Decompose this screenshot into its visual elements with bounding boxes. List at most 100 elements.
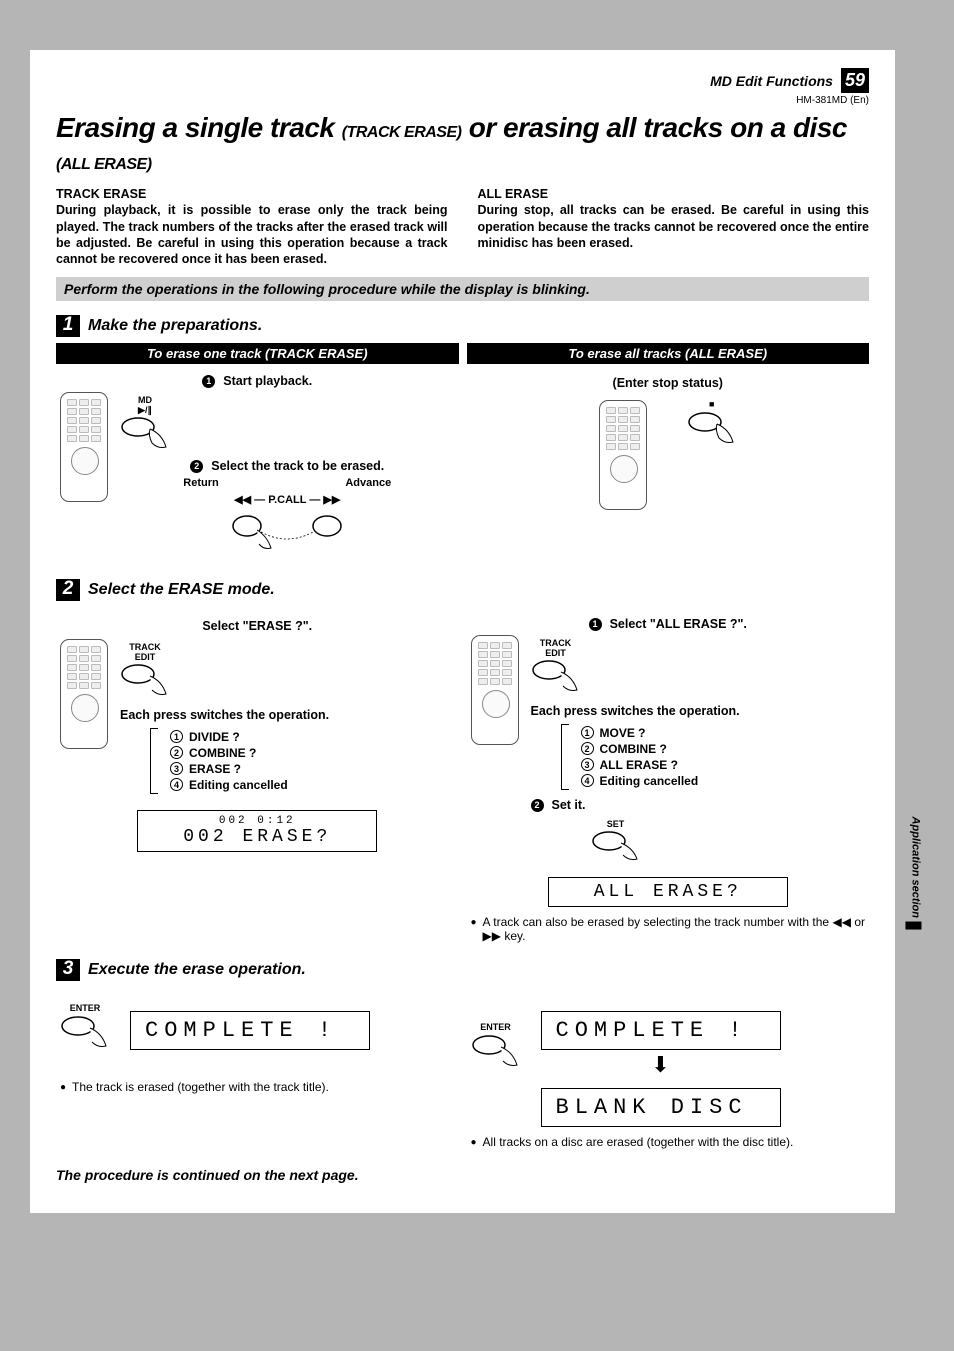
remote-icon xyxy=(60,392,108,502)
step3-left-note: ● The track is erased (together with the… xyxy=(60,1080,455,1094)
step3-right-note-text: All tracks on a disc are erased (togethe… xyxy=(483,1135,794,1149)
stop-button: ■ xyxy=(687,400,737,445)
bullet-2: 2 xyxy=(531,799,544,812)
down-arrow-icon: ⬇ xyxy=(541,1052,781,1078)
op-combine: COMBINE ? xyxy=(189,746,256,760)
step1-title: Make the preparations. xyxy=(88,317,262,335)
intro-left-body: During playback, it is possible to erase… xyxy=(56,203,448,266)
step1-right: (Enter stop status) ■ xyxy=(467,364,870,563)
enter-button: ENTER xyxy=(60,1004,110,1049)
set-it-label: Set it. xyxy=(552,798,586,812)
step1-body: 1 Start playback. MD ▶/∥ 2 Select the trac… xyxy=(56,364,869,563)
step3-head: 3 Execute the erase operation. xyxy=(56,959,869,981)
bullet-2: 2 xyxy=(190,460,203,473)
pcall-bar: ◀◀ — P.CALL — ▶▶ xyxy=(120,493,455,506)
track-edit-label: TRACK EDIT xyxy=(129,643,161,662)
op-all-erase: ALL ERASE ? xyxy=(600,758,678,772)
switch-label-right: Each press switches the operation. xyxy=(531,704,866,718)
lcd-row1: 002 0:12 xyxy=(148,815,366,827)
step3-title: Execute the erase operation. xyxy=(88,961,306,979)
step2-number: 2 xyxy=(56,579,80,601)
intro-right-body: During stop, all tracks can be erased. B… xyxy=(478,203,870,250)
title-part1: Erasing a single track xyxy=(56,112,334,143)
lcd-display-left: 002 0:12 002 ERASE? xyxy=(137,810,377,852)
switch-label-left: Each press switches the operation. xyxy=(120,708,455,722)
remote-icon xyxy=(471,635,519,745)
return-label: Return xyxy=(183,477,218,489)
step2-head: 2 Select the ERASE mode. xyxy=(56,579,869,601)
manual-page: MD Edit Functions 59 HM-381MD (En) Erasi… xyxy=(30,50,895,1213)
step2-note: ● A track can also be erased by selectin… xyxy=(471,915,866,943)
step2-left-head: Select "ERASE ?". xyxy=(60,619,455,633)
model-label: HM-381MD (En) xyxy=(56,95,869,106)
remote-icon xyxy=(60,639,108,749)
select-track-label: Select the track to be erased. xyxy=(211,459,384,473)
side-tab: Application section xyxy=(905,817,921,930)
header-row: MD Edit Functions 59 xyxy=(56,68,869,93)
step1-head: 1 Make the preparations. xyxy=(56,315,869,337)
step2-title: Select the ERASE mode. xyxy=(88,581,275,599)
step2-left: Select "ERASE ?". TRACK EDIT Each press … xyxy=(56,607,459,943)
enter-stop-label: (Enter stop status) xyxy=(471,376,866,390)
intro-left-heading: TRACK ERASE xyxy=(56,187,146,201)
track-edit-button: TRACK EDIT xyxy=(120,643,170,698)
step3-left-note-text: The track is erased (together with the t… xyxy=(72,1080,329,1094)
pcall-labels: Return Advance xyxy=(120,477,455,489)
page-number: 59 xyxy=(841,68,869,93)
step3-number: 3 xyxy=(56,959,80,981)
step2-right-head: Select "ALL ERASE ?". xyxy=(610,617,747,631)
step2-body: Select "ERASE ?". TRACK EDIT Each press … xyxy=(56,607,869,943)
step2-right: 1 Select "ALL ERASE ?". TRACK EDIT Each p… xyxy=(467,607,870,943)
op-divide: DIVIDE ? xyxy=(189,730,240,744)
op-cycle-right: 1MOVE ? 2COMBINE ? 3ALL ERASE ? 4Editing… xyxy=(561,724,866,790)
section-label: MD Edit Functions xyxy=(710,73,833,89)
lcd-row2: 002 ERASE? xyxy=(148,827,366,847)
track-edit-label-r: TRACK EDIT xyxy=(540,639,572,658)
op-cancel-r: Editing cancelled xyxy=(600,774,699,788)
md-play-button: MD ▶/∥ xyxy=(120,396,170,451)
op-cycle-left: 1DIVIDE ? 2COMBINE ? 3ERASE ? 4Editing c… xyxy=(150,728,455,794)
step3-right-note: ● All tracks on a disc are erased (toget… xyxy=(471,1135,866,1149)
step1-left-head: To erase one track (TRACK ERASE) xyxy=(56,343,459,364)
step1-number: 1 xyxy=(56,315,80,337)
start-playback-label: Start playback. xyxy=(223,374,312,388)
op-erase: ERASE ? xyxy=(189,762,241,776)
page-title: Erasing a single track (TRACK ERASE) or … xyxy=(56,112,869,176)
op-move: MOVE ? xyxy=(600,726,646,740)
intro-columns: TRACK ERASE During playback, it is possi… xyxy=(56,186,869,267)
lcd-all-erase: ALL ERASE? xyxy=(559,882,777,902)
set-button: SET xyxy=(591,820,641,861)
enter-label: ENTER xyxy=(70,1004,101,1013)
bullet-1: 1 xyxy=(202,375,215,388)
continued-label: The procedure is continued on the next p… xyxy=(56,1167,869,1183)
step3-body: ENTER COMPLETE ! ● The track is erased (… xyxy=(56,987,869,1149)
enter-button: ENTER xyxy=(471,1023,521,1068)
remote-icon xyxy=(599,400,647,510)
title-part4: (ALL ERASE) xyxy=(56,156,152,173)
step2-note-text: A track can also be erased by selecting … xyxy=(483,915,865,943)
op-combine-r: COMBINE ? xyxy=(600,742,667,756)
advance-label: Advance xyxy=(345,477,391,489)
step1-col-heads: To erase one track (TRACK ERASE) To eras… xyxy=(56,343,869,364)
enter-label-r: ENTER xyxy=(480,1023,511,1032)
op-cancel: Editing cancelled xyxy=(189,778,288,792)
instruction-bar: Perform the operations in the following … xyxy=(56,277,869,301)
bullet-1: 1 xyxy=(589,618,602,631)
pcall-buttons xyxy=(227,512,347,552)
title-part3: or erasing all tracks on a disc xyxy=(469,112,847,143)
intro-left: TRACK ERASE During playback, it is possi… xyxy=(56,186,448,267)
step3-right: ENTER COMPLETE ! ⬇ BLANK DISC ● All trac… xyxy=(467,987,870,1149)
intro-right: ALL ERASE During stop, all tracks can be… xyxy=(478,186,870,267)
track-edit-button: TRACK EDIT xyxy=(531,639,581,694)
step1-right-head: To erase all tracks (ALL ERASE) xyxy=(467,343,870,364)
lcd-complete-right: COMPLETE ! xyxy=(541,1011,781,1050)
set-label: SET xyxy=(607,820,625,829)
lcd-blank-disc: BLANK DISC xyxy=(541,1088,781,1127)
lcd-complete-left: COMPLETE ! xyxy=(130,1011,370,1050)
title-part2: (TRACK ERASE) xyxy=(342,124,462,141)
md-button-label: MD ▶/∥ xyxy=(138,396,152,415)
lcd-display-right: ALL ERASE? xyxy=(548,877,788,907)
step1-left: 1 Start playback. MD ▶/∥ 2 Select the trac… xyxy=(56,364,459,563)
intro-right-heading: ALL ERASE xyxy=(478,187,549,201)
step3-left: ENTER COMPLETE ! ● The track is erased (… xyxy=(56,987,459,1149)
